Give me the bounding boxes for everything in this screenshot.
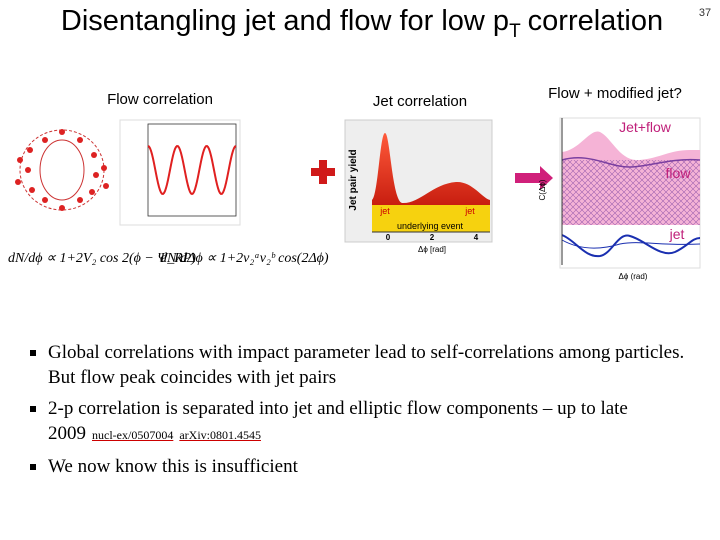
title-main: Disentangling jet and flow for low p — [61, 5, 509, 37]
event-dot — [77, 137, 83, 143]
event-dot — [17, 157, 23, 163]
panel-label: Jet correlation — [373, 93, 467, 110]
annotation: jet — [669, 226, 685, 242]
peak-label: jet — [464, 206, 475, 216]
combined-plot: C(Δϕ) Jet+flow flow jet Δϕ (rad) — [538, 117, 701, 281]
x-tick-label: 2 — [430, 233, 435, 242]
band-label: underlying event — [397, 221, 464, 231]
arrow — [515, 166, 553, 190]
equation: dN/dϕ ∝ 1+2V₂ cos 2(ϕ − Ψ_RP) — [8, 251, 196, 266]
x-tick-label: 4 — [474, 233, 479, 242]
event-dot — [42, 197, 48, 203]
panel-label: Flow correlation — [107, 91, 213, 108]
reference-link[interactable]: nucl-ex/0507004 — [92, 428, 174, 442]
title-subscript: T — [509, 21, 521, 42]
bullet-text: Global correlations with impact paramete… — [48, 342, 685, 388]
event-dot — [89, 189, 95, 195]
x-axis-label: Δϕ (rad) — [619, 272, 648, 281]
bullet-list: Global correlations with impact paramete… — [30, 340, 700, 485]
event-dot — [77, 197, 83, 203]
y-axis-label: C(Δϕ) — [538, 179, 547, 200]
bullet-text: 2-p correlation is separated into jet an… — [48, 398, 628, 444]
x-tick-label: 0 — [386, 233, 391, 242]
y-axis-label: Jet pair yield — [348, 149, 359, 210]
annotation: Jet+flow — [619, 119, 672, 135]
event-dot — [15, 179, 21, 185]
peak-label: jet — [379, 206, 390, 216]
event-dot — [91, 152, 97, 158]
event-dot — [29, 187, 35, 193]
event-picture — [15, 129, 109, 211]
reference-link[interactable]: arXiv:0801.4545 — [179, 428, 261, 442]
jet-plot: Jet pair yield jet jet underlying event … — [344, 119, 493, 254]
bullet: 2-p correlation is separated into jet an… — [30, 396, 700, 448]
event-dot — [59, 205, 65, 211]
bullet-text: We now know this is insufficient — [48, 456, 298, 477]
title-rest: correlation — [528, 5, 663, 37]
event-dot — [103, 183, 109, 189]
event-dot — [25, 167, 31, 173]
event-dot — [101, 165, 107, 171]
slide-number: 37 — [699, 7, 711, 19]
bullet: We now know this is insufficient — [30, 454, 700, 479]
flow-plot — [119, 119, 241, 226]
event-dot — [42, 137, 48, 143]
x-axis-label: Δϕ [rad] — [418, 245, 446, 254]
event-dot — [59, 129, 65, 135]
event-dot — [93, 172, 99, 178]
bullet: Global correlations with impact paramete… — [30, 340, 700, 390]
equation: dN/dΔϕ ∝ 1+2v₂ᵃv₂ᵇ cos(2Δϕ) — [160, 251, 329, 266]
plus-sign — [311, 160, 335, 184]
annotation: flow — [666, 165, 692, 181]
panel-label: Flow + modified jet? — [548, 85, 682, 102]
event-dot — [27, 147, 33, 153]
slide-title: Disentangling jet and flow for low pT cor… — [61, 5, 663, 42]
